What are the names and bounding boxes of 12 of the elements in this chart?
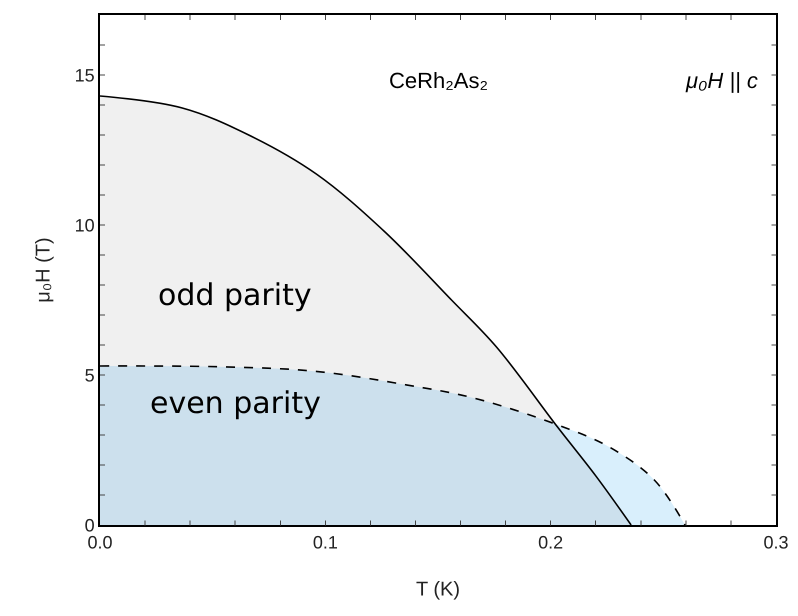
y-axis-title: μ₀H (T): [32, 237, 54, 303]
y-tick-label: 15: [74, 65, 95, 86]
y-tick-label: 5: [84, 365, 95, 386]
x-tick-label: 0.2: [538, 532, 564, 552]
x-tick-label: 0.3: [763, 532, 789, 552]
annotation: odd parity: [158, 278, 312, 313]
annotation: even parity: [150, 386, 321, 421]
x-tick-label: 0.1: [312, 532, 338, 552]
x-axis-title: T (K): [416, 578, 460, 600]
annotation: CeRh₂As₂: [389, 68, 488, 93]
annotation: μ₀H || c: [685, 68, 758, 93]
y-tick-label: 10: [74, 215, 95, 236]
